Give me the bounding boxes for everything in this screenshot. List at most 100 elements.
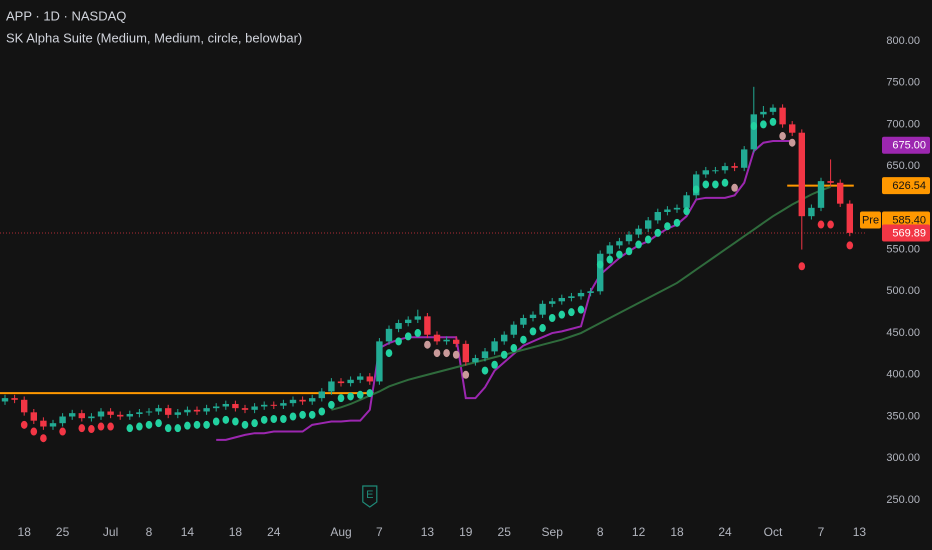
signal-dot [721, 178, 729, 187]
signal-dot [308, 410, 316, 419]
price-label: 626.54 [892, 180, 926, 192]
price-tag: Pre [862, 214, 879, 226]
candle-body [472, 358, 479, 363]
signal-dot [500, 350, 508, 359]
candle-body [721, 166, 729, 171]
signal-dot [136, 422, 143, 431]
signal-dot [59, 427, 66, 436]
signal-dot [462, 370, 470, 379]
candle-body [683, 195, 690, 208]
candle-body [40, 420, 47, 427]
price-label: 585.40 [892, 214, 926, 226]
candle-body [117, 414, 124, 417]
candle-body [587, 291, 594, 293]
signal-dot [260, 415, 268, 424]
signal-dot [318, 407, 326, 416]
candle-body [712, 170, 719, 172]
signal-dot [481, 366, 489, 375]
candle-body [299, 399, 306, 402]
signal-dot [616, 250, 623, 259]
candle-body [328, 381, 335, 392]
candle-body [558, 297, 565, 302]
candle-body [155, 408, 162, 412]
candle-body [702, 170, 709, 175]
x-tick-label: 14 [181, 525, 195, 539]
indicator-line [216, 140, 793, 441]
signal-dot [30, 427, 38, 436]
candle-body [453, 339, 460, 344]
signal-dot [827, 220, 834, 229]
signal-dot [644, 235, 652, 244]
x-tick-label: 8 [597, 525, 604, 539]
price-tag-box [860, 211, 881, 229]
candle-body [69, 413, 76, 417]
signal-dot [683, 207, 690, 216]
candle-body [693, 174, 700, 196]
candle-body [664, 209, 671, 213]
x-tick-label: Aug [330, 525, 351, 539]
candle-body [357, 376, 364, 380]
y-tick-label: 650.00 [886, 160, 920, 172]
x-tick-label: 12 [632, 525, 646, 539]
candle-body [529, 314, 537, 319]
signal-dot [779, 132, 786, 141]
indicator-line [331, 186, 831, 411]
y-tick-label: 300.00 [886, 452, 920, 464]
signal-dot [184, 421, 191, 430]
candle-body [520, 318, 527, 325]
price-label-box [882, 211, 930, 229]
candle-body [261, 404, 268, 407]
signal-dot [174, 424, 182, 433]
signal-dot [548, 314, 556, 323]
candle-body [779, 107, 786, 125]
signal-dot [385, 349, 393, 358]
candle-body [184, 409, 191, 413]
signal-dot [232, 417, 239, 426]
candle-body [433, 334, 441, 342]
signal-dot [577, 305, 585, 314]
signal-dot [529, 327, 537, 336]
signal-dot [280, 415, 287, 424]
price-label: 675.00 [892, 140, 926, 152]
y-tick-label: 700.00 [886, 118, 920, 130]
x-tick-label: 18 [670, 525, 684, 539]
candle-body [21, 399, 28, 413]
candle-body [376, 341, 383, 382]
signal-dot [251, 419, 258, 428]
signal-dot [395, 337, 402, 346]
x-tick-label: 13 [421, 525, 435, 539]
price-label-box [882, 224, 930, 242]
signal-dot [712, 180, 719, 189]
candle-body [318, 391, 325, 399]
signal-dot [788, 138, 796, 147]
candle-body [1, 398, 9, 402]
candle-body [11, 398, 18, 400]
y-tick-label: 800.00 [886, 35, 920, 47]
candle-body [597, 253, 604, 292]
candle-body [232, 403, 239, 409]
candle-body [222, 403, 229, 407]
candle-body [30, 412, 37, 421]
signal-dot [366, 389, 374, 398]
candle-body [654, 212, 661, 221]
signal-dot [664, 222, 671, 231]
candle-body [165, 408, 172, 415]
earnings-badge [362, 485, 378, 508]
candle-body [827, 181, 834, 183]
candle-body [107, 411, 114, 415]
price-label-box [882, 177, 930, 195]
candle-body [280, 403, 287, 406]
signal-dot [731, 183, 738, 192]
candle-body [309, 398, 316, 402]
y-tick-label: 400.00 [886, 369, 920, 381]
x-tick-label: 13 [853, 525, 867, 539]
candle-body [59, 416, 66, 424]
signal-dot [78, 424, 86, 433]
candle-body [635, 228, 642, 235]
price-label: 569.89 [892, 227, 926, 239]
signal-dot [798, 262, 806, 271]
signal-dot [20, 420, 28, 429]
signal-dot [520, 335, 527, 344]
candle-body [174, 412, 181, 415]
